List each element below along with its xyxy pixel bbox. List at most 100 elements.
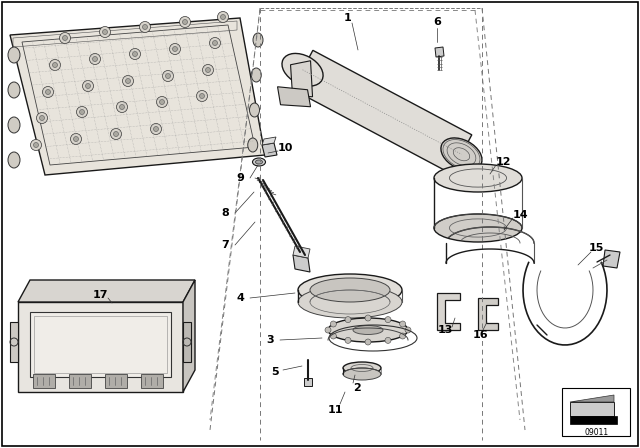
Text: 10: 10 bbox=[277, 143, 292, 153]
Ellipse shape bbox=[253, 33, 263, 47]
Circle shape bbox=[154, 126, 159, 132]
Circle shape bbox=[77, 107, 88, 117]
Circle shape bbox=[83, 81, 93, 91]
Text: 7: 7 bbox=[221, 240, 229, 250]
Text: 6: 6 bbox=[433, 17, 441, 27]
Circle shape bbox=[196, 90, 207, 102]
Text: 14: 14 bbox=[512, 210, 528, 220]
Circle shape bbox=[122, 76, 134, 86]
Polygon shape bbox=[291, 61, 312, 97]
Polygon shape bbox=[292, 50, 472, 174]
Circle shape bbox=[159, 99, 164, 104]
Polygon shape bbox=[30, 312, 171, 377]
Ellipse shape bbox=[250, 103, 259, 117]
Polygon shape bbox=[570, 395, 614, 402]
Circle shape bbox=[179, 17, 191, 27]
Circle shape bbox=[49, 60, 61, 70]
Polygon shape bbox=[183, 322, 191, 362]
Polygon shape bbox=[478, 298, 498, 330]
Ellipse shape bbox=[434, 214, 522, 242]
Circle shape bbox=[163, 70, 173, 82]
Circle shape bbox=[399, 321, 406, 327]
Circle shape bbox=[173, 47, 177, 52]
Polygon shape bbox=[278, 87, 310, 107]
Polygon shape bbox=[437, 293, 460, 330]
Ellipse shape bbox=[8, 82, 20, 98]
Text: 13: 13 bbox=[437, 325, 452, 335]
Circle shape bbox=[140, 22, 150, 33]
Circle shape bbox=[399, 333, 406, 339]
Text: 09011: 09011 bbox=[585, 427, 609, 436]
Polygon shape bbox=[141, 374, 163, 388]
Circle shape bbox=[365, 339, 371, 345]
Text: 16: 16 bbox=[472, 330, 488, 340]
Ellipse shape bbox=[328, 318, 408, 342]
Circle shape bbox=[150, 124, 161, 134]
Circle shape bbox=[74, 137, 79, 142]
Text: 2: 2 bbox=[353, 383, 361, 393]
Ellipse shape bbox=[8, 152, 20, 168]
Polygon shape bbox=[603, 250, 620, 268]
Circle shape bbox=[33, 142, 38, 147]
Circle shape bbox=[52, 63, 58, 68]
Text: 15: 15 bbox=[588, 243, 604, 253]
Circle shape bbox=[218, 12, 228, 22]
Circle shape bbox=[202, 65, 214, 76]
Ellipse shape bbox=[310, 278, 390, 302]
Circle shape bbox=[209, 38, 221, 48]
Circle shape bbox=[42, 86, 54, 98]
Polygon shape bbox=[262, 137, 276, 145]
Circle shape bbox=[200, 94, 205, 99]
Polygon shape bbox=[435, 47, 444, 57]
Circle shape bbox=[345, 317, 351, 323]
Text: 8: 8 bbox=[221, 208, 229, 218]
Ellipse shape bbox=[282, 53, 323, 86]
Polygon shape bbox=[18, 280, 195, 302]
Circle shape bbox=[385, 317, 391, 323]
Circle shape bbox=[143, 25, 147, 30]
Polygon shape bbox=[105, 374, 127, 388]
Circle shape bbox=[330, 321, 337, 327]
Circle shape bbox=[125, 78, 131, 83]
Ellipse shape bbox=[343, 362, 381, 374]
Circle shape bbox=[365, 315, 371, 321]
Circle shape bbox=[90, 53, 100, 65]
Circle shape bbox=[182, 20, 188, 25]
Ellipse shape bbox=[343, 368, 381, 380]
Polygon shape bbox=[10, 322, 18, 362]
Polygon shape bbox=[570, 402, 614, 416]
Polygon shape bbox=[33, 374, 55, 388]
Circle shape bbox=[157, 96, 168, 108]
Polygon shape bbox=[293, 246, 310, 258]
Ellipse shape bbox=[253, 158, 266, 166]
Circle shape bbox=[385, 337, 391, 344]
Circle shape bbox=[129, 48, 141, 60]
Circle shape bbox=[345, 337, 351, 344]
Polygon shape bbox=[69, 374, 91, 388]
Circle shape bbox=[116, 102, 127, 112]
Ellipse shape bbox=[8, 47, 20, 63]
Polygon shape bbox=[293, 255, 310, 272]
Circle shape bbox=[212, 40, 218, 46]
Circle shape bbox=[99, 26, 111, 38]
Ellipse shape bbox=[248, 138, 258, 152]
Polygon shape bbox=[562, 388, 630, 436]
Ellipse shape bbox=[298, 286, 402, 318]
Text: 9: 9 bbox=[236, 173, 244, 183]
Text: 3: 3 bbox=[266, 335, 274, 345]
Circle shape bbox=[330, 333, 337, 339]
Circle shape bbox=[70, 134, 81, 145]
Circle shape bbox=[132, 52, 138, 56]
Circle shape bbox=[86, 83, 90, 89]
Circle shape bbox=[166, 73, 170, 78]
Polygon shape bbox=[18, 302, 183, 392]
Polygon shape bbox=[10, 18, 265, 175]
Text: 1: 1 bbox=[344, 13, 352, 23]
Circle shape bbox=[405, 327, 411, 333]
Polygon shape bbox=[304, 378, 312, 386]
Polygon shape bbox=[183, 280, 195, 392]
Text: 5: 5 bbox=[271, 367, 279, 377]
Circle shape bbox=[102, 30, 108, 34]
Text: 12: 12 bbox=[495, 157, 511, 167]
Circle shape bbox=[36, 112, 47, 124]
